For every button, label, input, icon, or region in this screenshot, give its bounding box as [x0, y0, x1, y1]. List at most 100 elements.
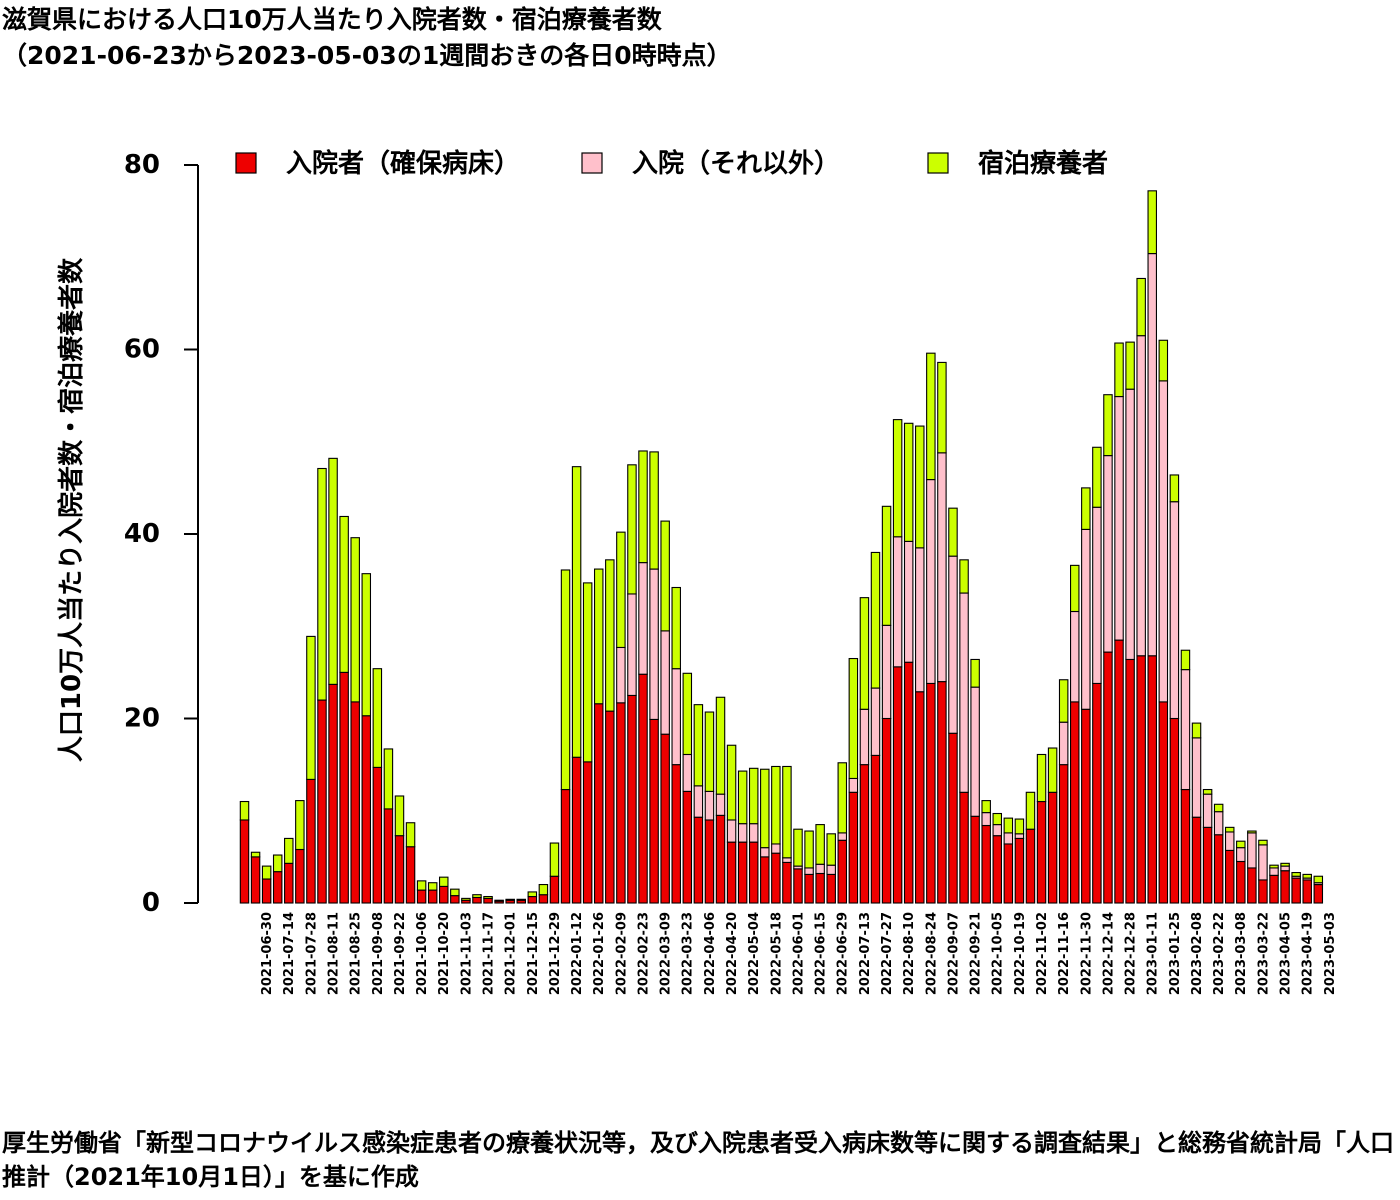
bar-segment-series-1-2023-01-18: [1147, 253, 1157, 657]
bar-segment-series-2-2021-11-24: [483, 895, 493, 899]
bar-segment-series-2-2022-11-16: [1047, 747, 1058, 793]
legend: 入院者（確保病床） 入院（それ以外） 宿泊療養者: [235, 148, 1108, 179]
x-tick-label: 2022-04-06: [703, 912, 718, 995]
bar-segment-series-0-2021-11-17: [472, 896, 482, 904]
bar-segment-series-1-2022-07-27: [870, 687, 881, 756]
bar-segment-series-0-2021-07-07: [261, 878, 272, 904]
x-tick-label: 2021-08-11: [326, 912, 341, 995]
bar-segment-series-0-2021-07-28: [295, 848, 305, 904]
bar-segment-series-1-2023-01-04: [1125, 388, 1135, 661]
bar-segment-series-1-2022-10-12: [992, 824, 1003, 837]
bar-segment-series-0-2021-10-13: [416, 889, 427, 904]
bar-segment-series-1-2022-05-04: [737, 823, 748, 843]
bar-segment-series-0-2021-08-11: [317, 699, 327, 904]
bar-segment-series-0-2023-04-05: [1269, 874, 1279, 904]
bar-segment-series-1-2023-02-01: [1169, 501, 1180, 720]
bar-segment-series-1-2022-05-11: [748, 823, 759, 843]
bar-segment-series-0-2021-08-04: [306, 778, 316, 904]
bar-segment-series-2-2022-05-04: [737, 770, 748, 825]
bar-segment-series-1-2022-06-01: [782, 857, 792, 863]
x-tick-label: 2022-09-21: [969, 912, 984, 995]
bar-segment-series-0-2022-09-14: [948, 732, 958, 904]
bar-segment-series-0-2021-09-15: [372, 766, 383, 904]
bar-segment-series-0-2022-12-07: [1081, 708, 1091, 904]
bar-segment-series-0-2023-04-12: [1280, 870, 1290, 904]
bar-segment-series-0-2022-03-23: [671, 764, 681, 904]
bar-segment-series-1-2023-03-29: [1258, 844, 1268, 881]
bar-segment-series-2-2023-04-26: [1302, 873, 1312, 879]
x-tick-label: 2023-03-08: [1234, 912, 1249, 995]
bar-segment-series-0-2022-03-02: [638, 673, 648, 904]
bar-segment-series-1-2022-04-20: [715, 793, 726, 816]
legend-swatch-2: [927, 152, 949, 174]
bar-segment-series-2-2022-01-19: [571, 466, 582, 758]
y-tick-label: 0: [142, 888, 160, 918]
bar-segment-series-0-2022-01-26: [582, 761, 593, 904]
bar-segment-series-0-2023-03-15: [1236, 860, 1246, 904]
bar-segment-series-0-2023-02-01: [1169, 717, 1180, 904]
bar-segment-series-0-2022-11-30: [1070, 701, 1080, 904]
bar-segment-series-2-2022-12-14: [1092, 446, 1102, 508]
bar-segment-series-2-2023-02-08: [1180, 649, 1191, 671]
bar-segment-series-0-2021-10-20: [427, 889, 438, 904]
legend-label-0: 入院者（確保病床）: [286, 148, 520, 179]
bar-segment-series-1-2022-10-26: [1014, 833, 1025, 839]
bar-segment-series-0-2022-07-13: [848, 791, 859, 904]
bar-segment-series-2-2021-06-23: [239, 800, 250, 821]
bar-segment-series-1-2023-01-25: [1158, 380, 1169, 703]
bar-segment-series-1-2022-08-03: [881, 624, 892, 720]
bar-segment-series-2-2023-01-11: [1136, 277, 1146, 337]
x-tick-label: 2023-04-05: [1279, 912, 1294, 995]
x-tick-label: 2023-03-22: [1256, 912, 1271, 995]
bar-segment-series-2-2022-08-31: [926, 352, 936, 481]
chart-title: 滋賀県における人口10万人当たり入院者数・宿泊療養者数 （2021-06-23か…: [2, 2, 732, 74]
bar-segment-series-0-2022-04-06: [693, 816, 704, 904]
x-tick-label: 2021-12-01: [504, 912, 519, 995]
bar-segment-series-2-2022-01-26: [582, 582, 593, 763]
bar-segment-series-2-2022-06-15: [804, 830, 814, 869]
bar-segment-series-2-2021-08-25: [339, 515, 349, 673]
bar-segment-series-1-2023-03-01: [1213, 811, 1224, 836]
bar-segment-series-1-2023-02-15: [1191, 737, 1202, 818]
bar-segment-series-2-2021-06-30: [250, 851, 261, 858]
legend-label-1: 入院（それ以外）: [632, 148, 840, 179]
x-tick-label: 2022-09-07: [946, 912, 961, 995]
x-tick-label: 2023-02-08: [1190, 912, 1205, 995]
bar-segment-series-0-2022-08-24: [915, 691, 925, 904]
bar-segment-series-2-2021-07-28: [295, 800, 305, 851]
bar-segment-series-0-2022-04-13: [704, 819, 715, 904]
bar-segment-series-2-2022-09-07: [937, 361, 947, 454]
bar-segment-series-2-2022-01-12: [560, 569, 571, 791]
legend-swatch-1: [581, 152, 603, 174]
bar-segment-series-1-2022-02-16: [616, 646, 626, 704]
bar-segment-series-0-2021-10-06: [405, 846, 416, 904]
bar-segment-series-1-2022-11-30: [1070, 610, 1080, 703]
x-tick-label: 2021-09-22: [393, 912, 408, 995]
bar-segment-series-1-2023-03-08: [1224, 831, 1235, 851]
bar-segment-series-2-2022-03-23: [671, 586, 681, 670]
bar-segment-series-2-2021-08-11: [317, 467, 327, 701]
bar-segment-series-1-2022-03-02: [638, 562, 648, 675]
bar-segment-series-2-2022-11-02: [1025, 791, 1036, 830]
x-tick-label: 2021-07-28: [304, 912, 319, 995]
bar-segment-series-2-2022-03-16: [660, 520, 670, 632]
bar-segment-series-2-2022-06-01: [782, 765, 792, 859]
bar-segment-series-0-2022-10-19: [1003, 843, 1014, 904]
x-tick-label: 2022-03-23: [681, 912, 696, 995]
bar-segment-series-0-2022-08-10: [892, 666, 903, 904]
bar-segment-series-1-2022-07-13: [848, 777, 859, 793]
bar-segment-series-2-2023-01-25: [1158, 339, 1169, 382]
bar-segment-series-2-2022-02-02: [593, 568, 604, 705]
bar-segment-series-0-2021-08-25: [339, 671, 349, 904]
bar-segment-series-0-2022-02-09: [605, 710, 615, 904]
bar-segment-series-1-2022-07-20: [859, 708, 870, 766]
bar-segment-series-2-2021-12-01: [494, 899, 504, 902]
source-caption: 厚生労働省「新型コロナウイルス感染症患者の療養状況等，及び入院患者受入病床数等に…: [2, 1129, 1394, 1191]
bar-segment-series-1-2023-02-22: [1202, 793, 1213, 828]
bar-segment-series-2-2022-10-12: [992, 812, 1003, 826]
bar-segment-series-0-2022-10-05: [981, 824, 991, 904]
x-tick-label: 2023-04-19: [1301, 912, 1316, 995]
bar-segment-series-0-2023-05-03: [1313, 883, 1324, 904]
title-line-1: 滋賀県における人口10万人当たり入院者数・宿泊療養者数: [2, 5, 662, 34]
